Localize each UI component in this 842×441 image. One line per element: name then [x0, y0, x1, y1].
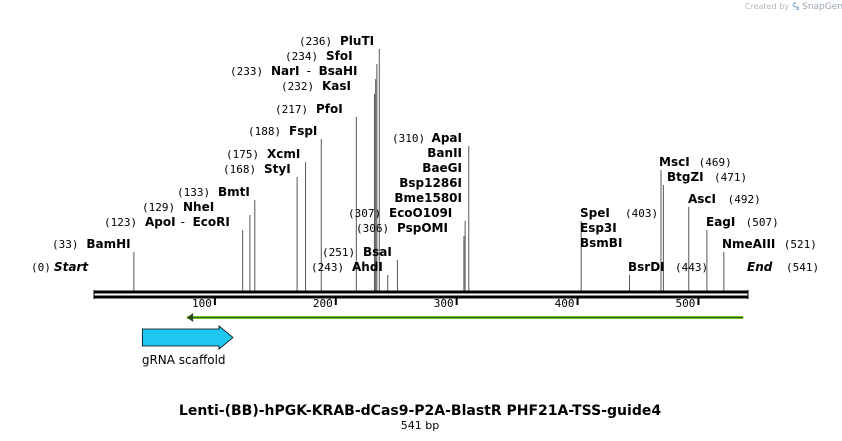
site-233-position: (233)	[230, 65, 263, 78]
site-175-enzyme-xcmi: XcmI	[267, 147, 300, 161]
site-251-enzyme-bsai: BsaI	[363, 245, 392, 259]
site-233-separator: -	[307, 64, 311, 78]
start-label: Start	[54, 260, 89, 274]
sequence-backbone	[93, 290, 749, 299]
map-title: Lenti-(BB)-hPGK-KRAB-dCas9-P2A-BlastR PH…	[179, 403, 661, 419]
end-label: End	[747, 260, 773, 274]
site-310-enzyme-baegi: BaeGI	[422, 161, 462, 175]
site-307-enzyme-ecoo109i: EcoO109I	[389, 206, 452, 220]
site-217-position: (217)	[275, 103, 308, 116]
site-471-position: (471)	[714, 171, 747, 184]
site-33-enzyme-bamhi: BamHI	[86, 237, 130, 251]
tick-label-200: 200	[313, 297, 333, 310]
site-403-enzyme-bsmbi: BsmBI	[580, 236, 622, 250]
site-521-enzyme-nmeaiii: NmeAIII	[722, 237, 775, 251]
site-243-position: (243)	[311, 261, 344, 274]
site-168-position: (168)	[223, 163, 256, 176]
site-168-enzyme-styi: StyI	[264, 162, 291, 176]
site-310-enzyme-bme1580i: Bme1580I	[394, 191, 462, 205]
site-129-position: (129)	[142, 201, 175, 214]
site-507-enzyme-eagi: EagI	[706, 215, 735, 229]
site-492-position: (492)	[728, 193, 761, 206]
site-232-position: (232)	[281, 80, 314, 93]
watermark-prefix: Created by	[745, 2, 790, 11]
site-123-enzyme-ecori: EcoRI	[193, 215, 230, 229]
site-471-enzyme-btgzi: BtgZI	[667, 170, 704, 184]
feature-grna-scaffold-arrow	[141, 325, 234, 350]
site-234-position: (234)	[285, 50, 318, 63]
site-403-enzyme-spei: SpeI	[580, 206, 610, 220]
site-188-position: (188)	[248, 125, 281, 138]
watermark: Created by SnapGene	[745, 2, 842, 12]
feature-grna-scaffold-label: gRNA scaffold	[142, 353, 226, 367]
site-234-enzyme-sfoi: SfoI	[326, 49, 353, 63]
site-33-position: (33)	[52, 238, 79, 251]
tick-label-500: 500	[676, 297, 696, 310]
site-492-enzyme-asci: AscI	[688, 192, 716, 206]
site-123-position: (123)	[104, 216, 137, 229]
site-443-enzyme-bsrdi: BsrDI	[628, 260, 665, 274]
site-188-enzyme-fspi: FspI	[289, 124, 317, 138]
site-243-enzyme-ahdi: AhdI	[352, 260, 383, 274]
site-233-enzyme-bsahi: BsaHI	[319, 64, 358, 78]
site-236-enzyme-pluti: PluTI	[340, 34, 374, 48]
snapgene-logo-icon	[792, 2, 799, 10]
site-129-enzyme-nhei: NheI	[183, 200, 214, 214]
site-175-position: (175)	[226, 148, 259, 161]
start-position: (0)	[31, 261, 51, 274]
site-507-position: (507)	[746, 216, 779, 229]
site-443-position: (443)	[675, 261, 708, 274]
site-306-position: (306)	[356, 222, 389, 235]
site-233-enzyme-nari: NarI	[271, 64, 300, 78]
site-leaders	[133, 49, 725, 291]
site-217-enzyme-pfoi: PfoI	[316, 102, 343, 116]
tick-label-300: 300	[434, 297, 454, 310]
site-310-enzyme-banii: BanII	[427, 146, 462, 160]
site-310-enzyme-apai: ApaI	[432, 131, 462, 145]
end-position: (541)	[786, 261, 819, 274]
feature-annotations: gRNA scaffold	[141, 325, 234, 367]
tick-label-100: 100	[192, 297, 212, 310]
watermark-brand: SnapGene	[802, 2, 842, 12]
site-123-separator: -	[181, 215, 185, 229]
site-307-position: (307)	[348, 207, 381, 220]
site-232-enzyme-kasi: KasI	[322, 79, 351, 93]
map-length: 541 bp	[401, 419, 439, 432]
site-306-enzyme-pspomi: PspOMI	[397, 221, 448, 235]
primer-annotations	[187, 313, 744, 322]
tick-label-400: 400	[555, 297, 575, 310]
site-251-position: (251)	[322, 246, 355, 259]
site-123-enzyme-apoi: ApoI	[145, 215, 176, 229]
site-469-enzyme-msci: MscI	[659, 155, 690, 169]
site-133-position: (133)	[177, 186, 210, 199]
site-310-enzyme-bsp1286i: Bsp1286I	[399, 176, 462, 190]
site-labels: (33) BamHI(123) ApoI - EcoRI(129) NheI(133) Bm…	[52, 34, 817, 274]
site-403-enzyme-esp3i: Esp3I	[580, 221, 617, 235]
site-521-position: (521)	[784, 238, 817, 251]
site-236-position: (236)	[299, 35, 332, 48]
ruler-ticks: 100 200 300 400 500	[192, 297, 700, 310]
site-133-enzyme-bmti: BmtI	[218, 185, 250, 199]
primer-0-arrowhead	[187, 313, 194, 322]
site-310-position: (310)	[392, 132, 425, 145]
site-403-position: (403)	[625, 207, 658, 220]
site-469-position: (469)	[699, 156, 732, 169]
